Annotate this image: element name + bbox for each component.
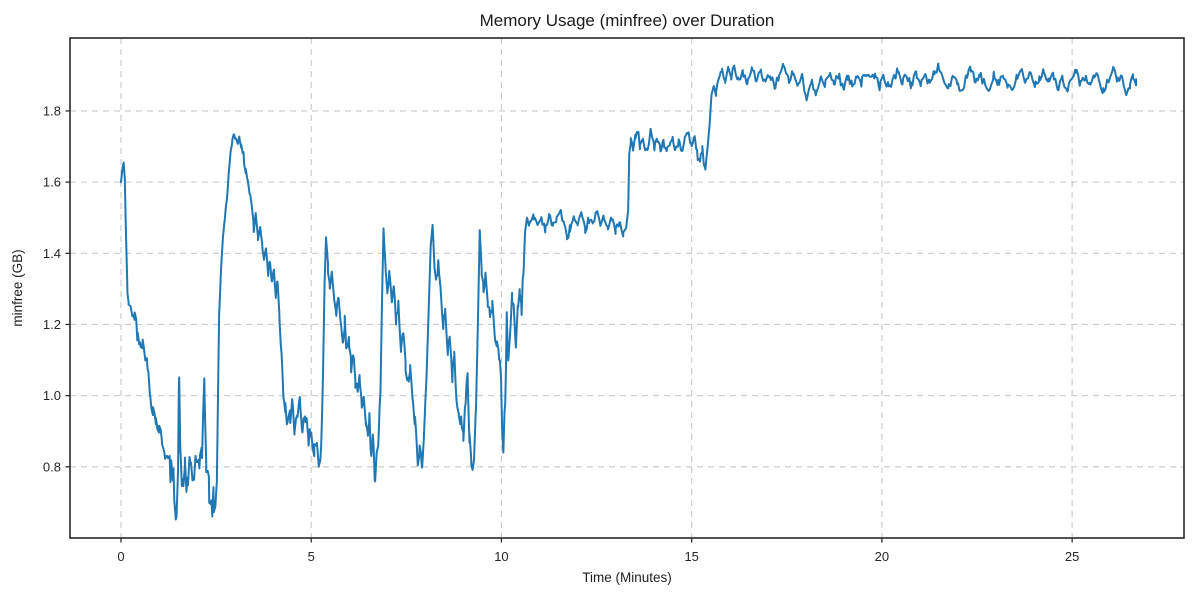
x-tick-label: 25: [1065, 549, 1079, 564]
y-tick-label: 1.8: [43, 103, 61, 118]
y-axis-label: minfree (GB): [10, 249, 25, 326]
x-tick-label: 20: [875, 549, 889, 564]
x-tick-label: 15: [684, 549, 698, 564]
x-tick-label: 5: [308, 549, 315, 564]
x-tick-label: 10: [494, 549, 508, 564]
grid-layer: [70, 38, 1184, 538]
y-tick-label: 1.6: [43, 175, 61, 190]
x-axis-label: Time (Minutes): [582, 570, 672, 585]
chart-title: Memory Usage (minfree) over Duration: [480, 11, 775, 30]
series-line-minfree: [119, 62, 1138, 521]
y-tick-label: 1.2: [43, 317, 61, 332]
tick-layer: 0 5 10 15 20 25 0.8 1.0 1.2 1.4 1.6 1.8: [43, 103, 1079, 564]
plot-border: [69, 37, 1185, 539]
series-layer: [119, 62, 1138, 521]
y-tick-label: 1.0: [43, 388, 61, 403]
y-tick-label: 1.4: [43, 246, 61, 261]
y-tick-label: 0.8: [43, 459, 61, 474]
x-tick-label: 0: [117, 549, 124, 564]
